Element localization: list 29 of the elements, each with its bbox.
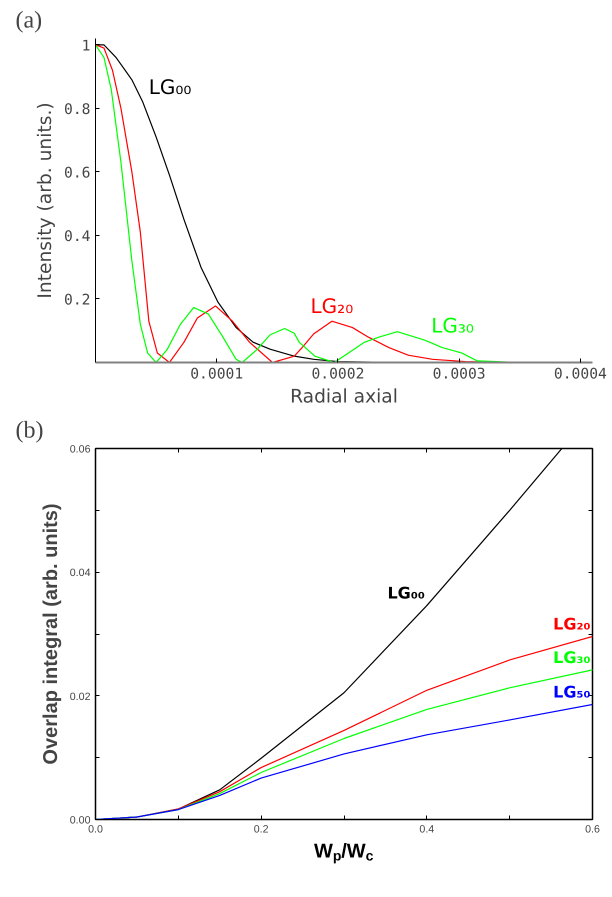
annotation: LG₀₀ (387, 584, 425, 603)
x-tick-label: 0.0 (88, 824, 103, 836)
y-tick-label: 0.6 (64, 164, 91, 182)
y-tick-label: 0.4 (64, 228, 91, 245)
chart-title: (a) (16, 8, 42, 34)
x-tick-label: 0.0001 (190, 366, 244, 382)
y-axis-title: Intensity (arb. units.) (35, 102, 56, 299)
y-tick-label: 0.2 (64, 291, 91, 308)
annotation: LG₂₀ (553, 614, 590, 634)
annotation: LG₃₀ (553, 648, 590, 667)
y-tick-label: 0.04 (70, 567, 91, 580)
annotation: LG₅₀ (553, 682, 590, 702)
x-tick-label: 0.4 (419, 824, 434, 836)
y-tick-label: 1 (82, 37, 91, 54)
x-tick-label: 0.0002 (311, 366, 364, 382)
y-tick-label: 0.06 (70, 444, 91, 456)
chart-title: (b) (16, 418, 44, 444)
annotation: LG₃₀ (431, 313, 474, 338)
y-axis-title: Overlap integral (arb. units) (40, 503, 62, 765)
y-tick-label: 0.02 (70, 690, 91, 703)
annotation: LG₀₀ (148, 75, 192, 100)
x-axis-title: Radial axial (290, 386, 398, 408)
y-tick-label: 0.00 (70, 814, 91, 826)
y-tick-label: 0.8 (64, 100, 91, 118)
annotation: LG₂₀ (310, 294, 354, 318)
x-tick-label: 0.6 (585, 824, 600, 836)
x-tick-label: 0.0004 (554, 366, 608, 382)
x-tick-label: 0.2 (254, 824, 269, 836)
x-tick-label: 0.0003 (432, 366, 486, 382)
